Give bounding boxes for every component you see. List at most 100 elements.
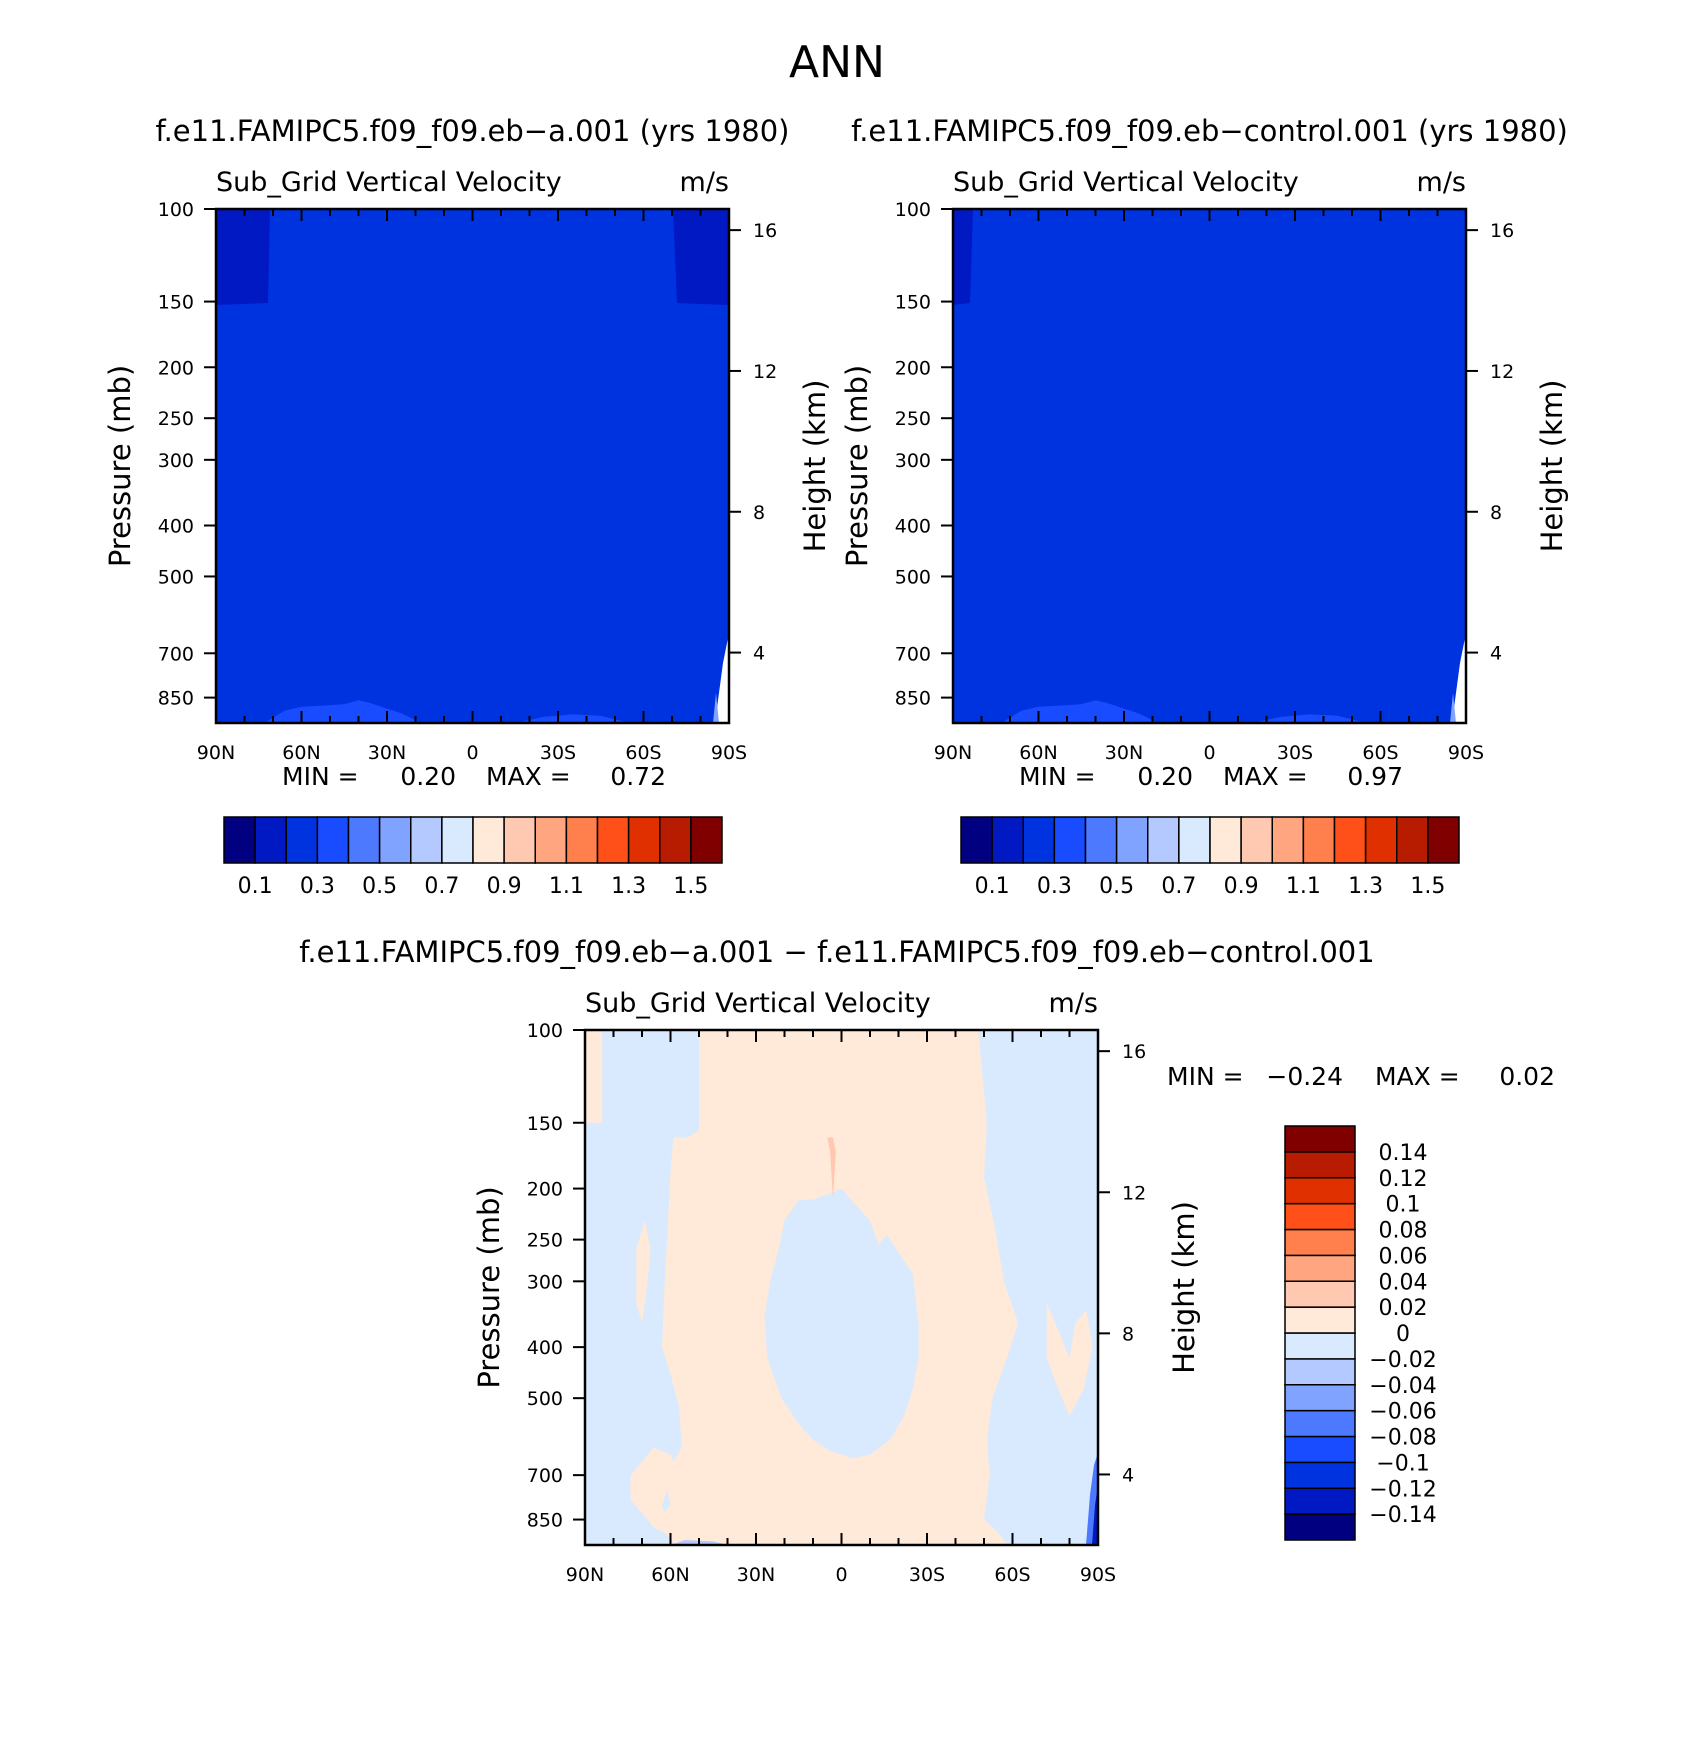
colorbar-swatch <box>503 816 536 864</box>
colorbar-label: 0.3 <box>1037 874 1072 899</box>
panel-title: f.e11.FAMIPC5.f09_f09.eb−a.001 − f.e11.F… <box>299 935 1374 969</box>
units-label: m/s <box>1049 988 1098 1019</box>
x-tick-label: 60N <box>1019 742 1057 764</box>
colorbar-swatch <box>441 816 474 864</box>
y-tick-label: 300 <box>895 450 931 472</box>
x-tick-label: 30S <box>540 742 576 764</box>
panel-title: f.e11.FAMIPC5.f09_f09.eb−a.001 (yrs 1980… <box>155 114 789 148</box>
y-tick-label: 150 <box>527 1113 563 1135</box>
colorbar-label: 0 <box>1396 1322 1410 1347</box>
contour-field <box>216 209 729 723</box>
min-value: −0.24 <box>1266 1062 1343 1091</box>
y-tick-label: 200 <box>158 357 194 379</box>
colorbar-swatch <box>1284 1487 1356 1515</box>
colorbar-label: 1.5 <box>673 874 708 899</box>
x-tick-label: 90N <box>197 742 235 764</box>
colorbar-swatch <box>410 816 443 864</box>
field-low-level-n <box>1001 700 1159 723</box>
x-tick-label: 0 <box>1203 742 1215 764</box>
colorbar-label: −0.12 <box>1369 1477 1436 1502</box>
y-tick-label: 850 <box>158 688 194 710</box>
y2-tick-label: 8 <box>1490 502 1502 524</box>
x-tick-label: 30N <box>1105 742 1143 764</box>
colorbar-label: 0.1 <box>975 874 1010 899</box>
contour-field <box>585 1030 1098 1545</box>
y2-tick-label: 16 <box>1122 1041 1146 1063</box>
y-tick-label: 400 <box>527 1337 563 1359</box>
colorbar-swatch <box>1284 1151 1356 1179</box>
y-tick-label: 100 <box>158 199 194 221</box>
x-tick-label: 90S <box>711 742 747 764</box>
field-polar-low-n <box>953 209 973 305</box>
y-tick-label: 300 <box>527 1271 563 1293</box>
colorbar-swatch <box>472 816 505 864</box>
colorbar-swatch <box>1284 1384 1356 1412</box>
y-tick-label: 700 <box>158 643 194 665</box>
colorbar-swatch <box>223 816 256 864</box>
y2-axis-label: Height (km) <box>1167 1201 1201 1374</box>
colorbar-swatch <box>1284 1280 1356 1308</box>
y2-tick-label: 4 <box>1122 1464 1134 1486</box>
y-tick-label: 500 <box>895 566 931 588</box>
field-polar-low-n <box>216 209 270 305</box>
colorbar-swatch <box>1284 1435 1356 1464</box>
y-tick-label: 250 <box>895 408 931 430</box>
colorbar-swatch <box>1022 816 1056 864</box>
colorbar-label: 1.5 <box>1410 874 1445 899</box>
field-polar-low-s <box>673 209 729 305</box>
y2-tick-label: 8 <box>1122 1323 1134 1345</box>
y2-axis-label: Height (km) <box>1535 380 1569 553</box>
field-main <box>216 209 729 723</box>
y2-axis-label: Height (km) <box>798 380 832 553</box>
x-tick-label: 60N <box>282 742 320 764</box>
colorbar-label: 0.5 <box>1099 874 1134 899</box>
x-tick-label: 30N <box>368 742 406 764</box>
panel-case-a: f.e11.FAMIPC5.f09_f09.eb−a.001 (yrs 1980… <box>103 114 832 899</box>
y-tick-label: 300 <box>158 450 194 472</box>
colorbar-swatch <box>1053 816 1087 864</box>
max-value: 0.02 <box>1499 1062 1555 1091</box>
colorbar-label: 0.08 <box>1379 1219 1428 1244</box>
y-tick-label: 250 <box>158 408 194 430</box>
colorbar-swatch <box>347 816 381 864</box>
colorbar-label: 0.1 <box>238 874 273 899</box>
x-tick-label: 60S <box>625 742 661 764</box>
field-negative-core <box>764 1188 919 1459</box>
colorbar-label: 0.3 <box>300 874 335 899</box>
y-tick-label: 250 <box>527 1230 563 1252</box>
panel-difference: f.e11.FAMIPC5.f09_f09.eb−a.001 − f.e11.F… <box>299 935 1555 1586</box>
y2-tick-label: 4 <box>753 643 765 665</box>
colorbar-swatch <box>690 816 723 864</box>
colorbar-swatch <box>1284 1254 1356 1282</box>
field-edge-s <box>1452 635 1466 723</box>
x-tick-label: 90N <box>934 742 972 764</box>
x-tick-label: 90S <box>1448 742 1484 764</box>
colorbar-swatch <box>960 816 993 864</box>
field-positive-polar-n <box>585 1030 603 1123</box>
contour-field <box>953 209 1466 723</box>
max-value: 0.97 <box>1347 762 1403 791</box>
colorbar-swatch <box>1302 816 1336 864</box>
colorbar-swatch <box>1364 816 1398 864</box>
y2-tick-label: 4 <box>1490 643 1502 665</box>
y-tick-label: 850 <box>895 688 931 710</box>
x-tick-label: 60N <box>651 1564 689 1586</box>
colorbar: 0.1 0.3 0.5 0.7 0.9 1.1 1.3 1.5 <box>960 816 1460 899</box>
x-tick-label: 30S <box>1277 742 1313 764</box>
y2-tick-label: 16 <box>1490 220 1514 242</box>
colorbar-swatch <box>1284 1513 1356 1541</box>
field-edge-s <box>715 635 729 723</box>
field-edge-s-pale <box>1450 693 1456 723</box>
colorbar-swatch <box>1396 816 1429 864</box>
x-tick-label: 30S <box>909 1564 945 1586</box>
colorbar-label: 1.1 <box>549 874 584 899</box>
field-low-level-n <box>264 700 422 723</box>
colorbar-label: 0.5 <box>362 874 397 899</box>
field-positive-sw <box>630 1447 677 1533</box>
max-label: MAX = <box>1223 762 1308 791</box>
y2-tick-label: 8 <box>753 502 765 524</box>
figure-title: ANN <box>789 37 885 88</box>
y-tick-label: 100 <box>527 1020 563 1042</box>
field-main <box>953 209 1466 723</box>
